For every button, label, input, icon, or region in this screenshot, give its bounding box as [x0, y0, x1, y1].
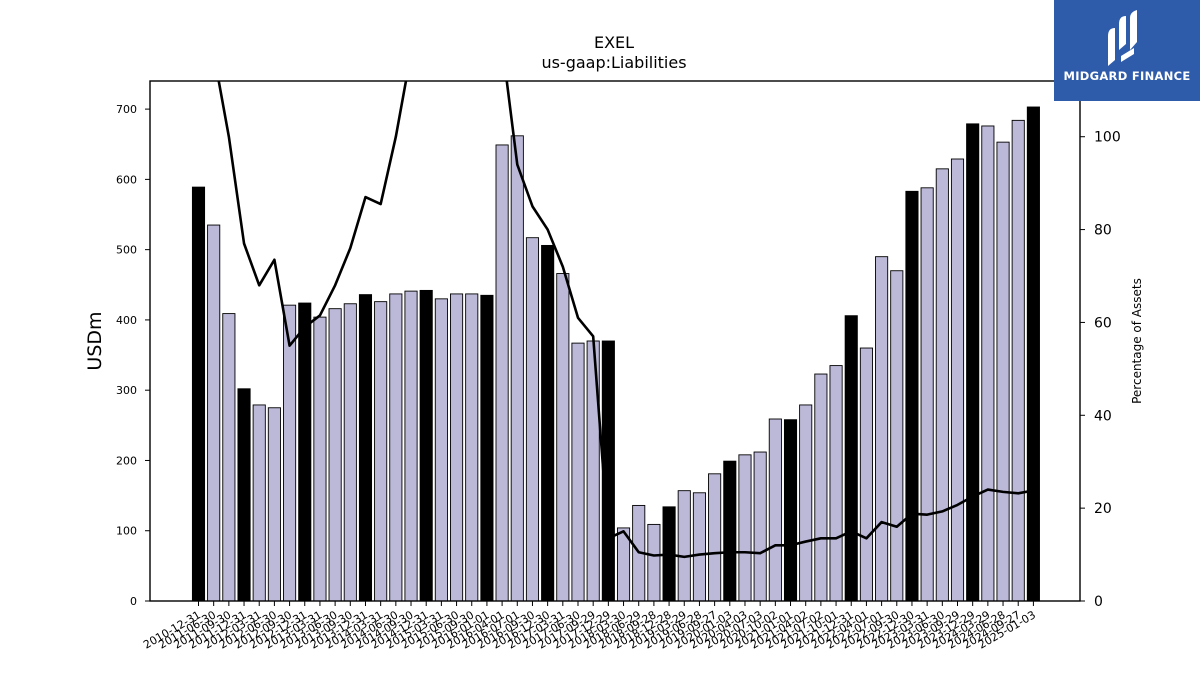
bar: [252, 404, 266, 602]
bar: [677, 490, 691, 602]
bar: [768, 418, 782, 602]
y2-tick-label: 60: [1094, 315, 1112, 331]
bar: [510, 135, 524, 602]
y2-tick-label: 100: [1094, 130, 1121, 146]
bar: [783, 419, 798, 602]
chart-title: EXEL: [594, 33, 634, 52]
y2-tick-label: 0: [1094, 594, 1103, 610]
bars-group: [191, 106, 1040, 602]
bar: [450, 293, 464, 602]
bar: [434, 298, 448, 602]
bar: [313, 316, 327, 602]
bar: [222, 313, 236, 602]
plot-frame: [149, 80, 1081, 602]
bar: [738, 454, 752, 602]
logo-text: MIDGARD FINANCE: [1063, 69, 1191, 83]
bar: [920, 187, 934, 602]
logo-mark-icon: [1108, 10, 1137, 66]
y-tick-label: 0: [130, 595, 137, 608]
bar: [358, 294, 373, 602]
bar: [283, 304, 297, 602]
bar: [753, 451, 767, 602]
bar: [890, 270, 904, 602]
bar: [1026, 106, 1040, 602]
y-tick-label: 300: [116, 384, 137, 397]
bar: [708, 473, 722, 602]
y-tick-label: 600: [116, 173, 137, 186]
bar: [723, 460, 737, 602]
bar: [495, 144, 509, 602]
bar: [844, 315, 858, 602]
y-tick-label: 200: [116, 454, 137, 467]
bar: [966, 123, 980, 602]
bar: [237, 388, 251, 602]
bar: [814, 373, 828, 602]
bar: [191, 186, 206, 602]
bar: [950, 158, 965, 602]
y-tick-label: 400: [116, 314, 137, 327]
bar: [419, 289, 433, 602]
bar: [374, 301, 388, 602]
bar: [875, 256, 889, 602]
bar: [207, 224, 221, 602]
bar: [328, 308, 342, 602]
bar: [829, 365, 843, 602]
bar: [996, 141, 1010, 602]
y-tick-label: 500: [116, 244, 137, 257]
bar: [480, 294, 494, 602]
bar: [859, 347, 873, 602]
bar: [647, 523, 661, 602]
bar: [905, 190, 919, 602]
bar: [692, 492, 706, 602]
bar: [525, 237, 540, 602]
bar: [799, 404, 813, 602]
y-tick-label: 100: [116, 525, 137, 538]
bar: [541, 244, 555, 602]
y2-tick-label: 20: [1094, 501, 1112, 517]
x-axis: 2010-12-312011-06-302011-09-302011-12-31…: [141, 601, 1038, 652]
bar: [298, 302, 312, 602]
bar: [267, 407, 281, 602]
bar: [404, 290, 418, 602]
y-axis-left: 0 100 200 300 400 500 600 700: [116, 103, 150, 608]
bar: [389, 293, 403, 602]
y2-tick-label: 80: [1094, 223, 1112, 239]
y2-tick-label: 40: [1094, 408, 1112, 424]
brand-logo: MIDGARD FINANCE: [1054, 0, 1200, 101]
y2-axis-label: Percentage of Assets: [1130, 278, 1144, 404]
y-axis-right: 0 20 40 60 80 100: [1080, 130, 1121, 610]
bar: [1011, 119, 1025, 602]
bar: [935, 168, 949, 602]
line-group: [217, 81, 1034, 559]
percentage-line: [217, 81, 1034, 559]
bar: [556, 273, 570, 602]
y-tick-label: 700: [116, 103, 137, 116]
bar: [343, 303, 357, 602]
bar: [465, 293, 479, 602]
bar: [981, 125, 995, 602]
bar: [571, 342, 585, 602]
chart-subtitle: us-gaap:Liabilities: [541, 53, 686, 72]
y-axis-label: USDm: [84, 311, 106, 370]
